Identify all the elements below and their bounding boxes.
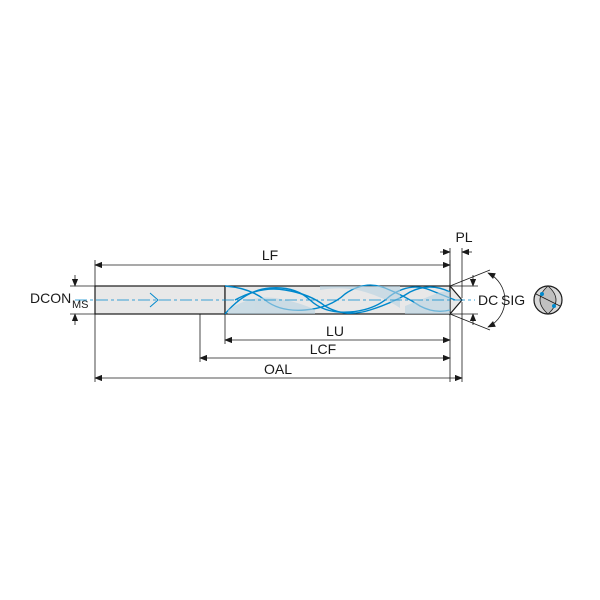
label-dcon: DCON [30,290,71,306]
label-lu: LU [326,323,344,339]
dim-lf: LF [95,247,450,286]
dim-lcf: LCF [200,314,450,362]
drill-diagram: LF PL DCON MS DC SIG LU [0,0,600,600]
label-sig: SIG [501,292,525,308]
label-dc: DC [478,292,498,308]
dim-dcon: DCON MS [30,275,95,325]
label-pl: PL [455,229,472,245]
label-lcf: LCF [310,341,336,357]
end-view [534,286,562,314]
label-ms: MS [72,299,89,311]
label-oal: OAL [264,361,292,377]
dim-lu: LU [225,314,450,382]
label-lf: LF [262,247,278,263]
